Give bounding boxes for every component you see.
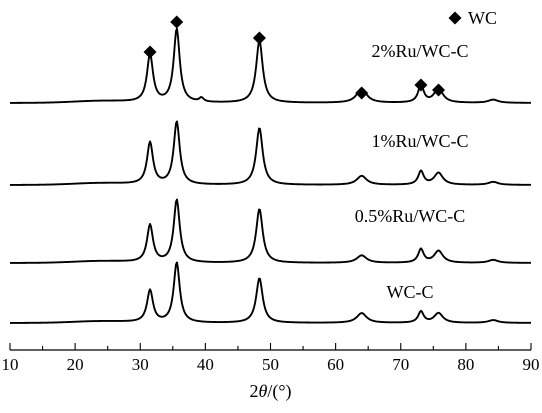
legend-label: WC	[468, 8, 497, 28]
x-tick-label-60: 60	[327, 355, 344, 374]
wc-diamond-icon	[414, 78, 428, 92]
series-label-1: 2%Ru/WC-C	[372, 41, 469, 61]
markers-group	[143, 15, 446, 100]
x-tick-label-90: 90	[523, 355, 540, 374]
series-label-2: 1%Ru/WC-C	[372, 131, 469, 151]
traces-group	[9, 27, 532, 324]
wc-diamond-icon	[355, 86, 369, 100]
legend-diamond-icon	[448, 11, 462, 25]
wc-diamond-icon	[143, 45, 157, 59]
trace-1	[10, 27, 531, 104]
x-tick-label-80: 80	[457, 355, 474, 374]
x-tick-label-40: 40	[197, 355, 214, 374]
x-tick-label-10: 10	[2, 355, 19, 374]
trace-3	[10, 198, 532, 264]
x-tick-label-20: 20	[67, 355, 84, 374]
series-label-4: WC-C	[387, 282, 434, 302]
legend: WC	[448, 8, 497, 28]
wc-diamond-icon	[170, 15, 184, 29]
trace-4	[10, 261, 531, 324]
trace-2	[9, 120, 532, 186]
series-label-3: 0.5%Ru/WC-C	[355, 206, 466, 226]
x-axis-title: 2θ/(°)	[249, 381, 291, 402]
x-tick-label-30: 30	[132, 355, 149, 374]
series-labels-group: 2%Ru/WC-C 1%Ru/WC-C 0.5%Ru/WC-C WC-C	[355, 41, 469, 302]
x-tick-label-70: 70	[392, 355, 409, 374]
x-axis: 10 20 30 40 50 60 70 80 90	[2, 343, 540, 374]
x-tick-label-50: 50	[262, 355, 279, 374]
wc-diamond-icon	[432, 83, 446, 97]
wc-diamond-icon	[252, 31, 266, 45]
